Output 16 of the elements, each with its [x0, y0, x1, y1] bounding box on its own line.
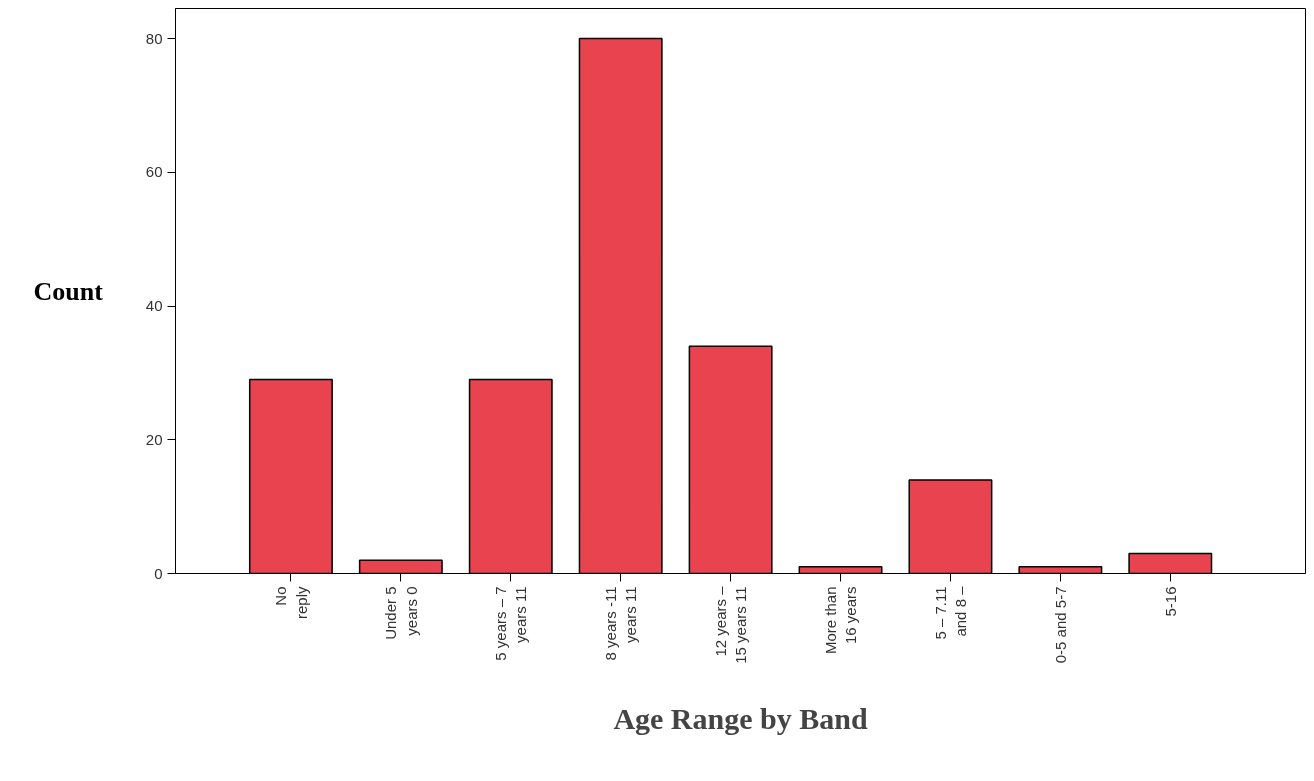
y-tick-label: 20	[145, 430, 163, 448]
x-tick-label: 12 years – 15 years 11	[711, 585, 750, 664]
x-tick-label: 8 years -11 years 11	[601, 586, 640, 661]
x-tick-label: More than 16 years	[821, 586, 860, 655]
x-tick-label: 5-16	[1161, 586, 1179, 617]
x-tick-label: 5 – 7.11 and 8 –	[931, 585, 970, 640]
x-tick-label: No reply	[272, 586, 310, 620]
y-tick-label: 60	[145, 163, 163, 181]
x-tick-label: 0-5 and 5-7	[1051, 586, 1069, 664]
y-tick-label: 80	[145, 29, 163, 47]
y-axis-title: Count	[33, 276, 104, 306]
y-tick-label: 40	[145, 297, 163, 315]
x-axis-title: Age Range by Band	[613, 701, 868, 735]
x-tick-label: Under 5 years 0	[382, 586, 420, 640]
y-tick-label: 0	[154, 564, 163, 582]
x-tick-label: 5 years – 7 years 11	[492, 586, 530, 661]
